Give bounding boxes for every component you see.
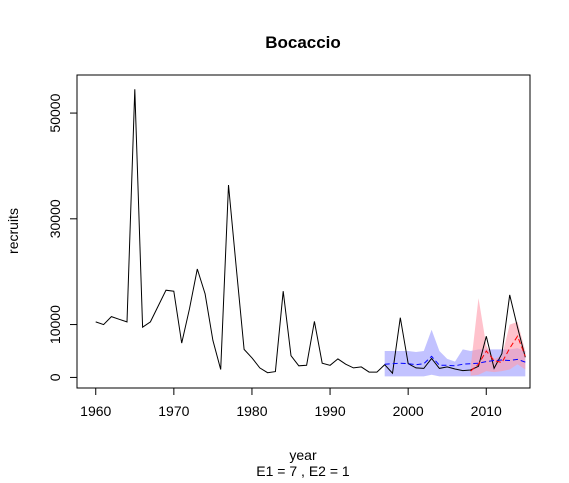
- y-tick-label: 50000: [47, 93, 63, 132]
- x-tick-label: 1980: [236, 403, 267, 419]
- y-axis-label: recruits: [5, 208, 21, 254]
- x-tick-label: 1970: [158, 403, 189, 419]
- y-tick-label: 10000: [47, 305, 63, 344]
- plot-frame: [76, 74, 531, 389]
- y-tick-label: 30000: [47, 199, 63, 238]
- plot-area: [95, 89, 526, 377]
- y-tick-label: 0: [47, 373, 63, 381]
- x-tick-label: 1990: [314, 403, 345, 419]
- x-tick-label: 2000: [393, 403, 424, 419]
- forecast-e1-line: [384, 355, 526, 367]
- x-axis-subtitle: E1 = 7 , E2 = 1: [256, 463, 350, 479]
- x-tick-label: 2010: [471, 403, 502, 419]
- forecast-e2-line: [470, 335, 526, 372]
- x-axis-label: year: [289, 447, 317, 463]
- chart-title: Bocaccio: [265, 33, 341, 52]
- axes: 1960 1970 1980 1990 2000 2010 0 10000 30000 50000: [47, 93, 502, 419]
- observed-line: [95, 89, 526, 375]
- x-tick-label: 1960: [80, 403, 111, 419]
- forecast-e2-band: [470, 298, 526, 376]
